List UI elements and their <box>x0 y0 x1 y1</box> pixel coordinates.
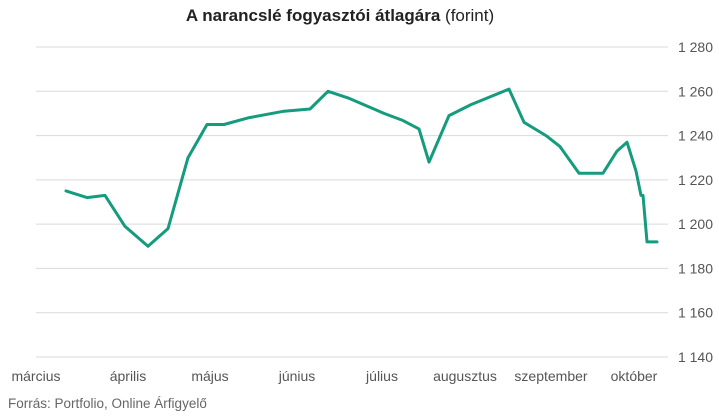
source-note: Forrás: Portfolio, Online Árfigyelő <box>8 396 207 411</box>
x-tick-label: augusztus <box>433 368 497 384</box>
series <box>64 87 659 248</box>
x-axis: március április május június július augusztus… <box>11 368 657 384</box>
chart-title: A narancslé fogyasztói átlagára (forint) <box>0 6 680 26</box>
y-tick-label: 1 240 <box>678 128 713 144</box>
y-tick-label: 1 200 <box>678 216 713 232</box>
y-tick-label: 1 280 <box>678 39 713 55</box>
x-tick-label: szeptember <box>514 368 587 384</box>
x-tick-label: október <box>611 368 658 384</box>
y-tick-label: 1 140 <box>678 349 713 365</box>
chart-title-unit: (forint) <box>445 6 495 25</box>
y-tick-label: 1 160 <box>678 305 713 321</box>
y-axis: 1 140 1 160 1 180 1 200 1 220 1 240 1 260 1 280 <box>678 39 713 365</box>
x-tick-label: április <box>110 368 147 384</box>
grid <box>36 46 668 358</box>
chart-title-main: A narancslé fogyasztói átlagára <box>185 6 441 25</box>
x-tick-label: július <box>365 368 398 384</box>
x-tick-label: június <box>278 368 316 384</box>
y-tick-label: 1 220 <box>678 172 713 188</box>
y-tick-label: 1 180 <box>678 260 713 276</box>
x-tick-label: március <box>11 368 60 384</box>
series-line <box>64 87 659 248</box>
y-tick-label: 1 260 <box>678 83 713 99</box>
x-tick-label: május <box>191 368 228 384</box>
